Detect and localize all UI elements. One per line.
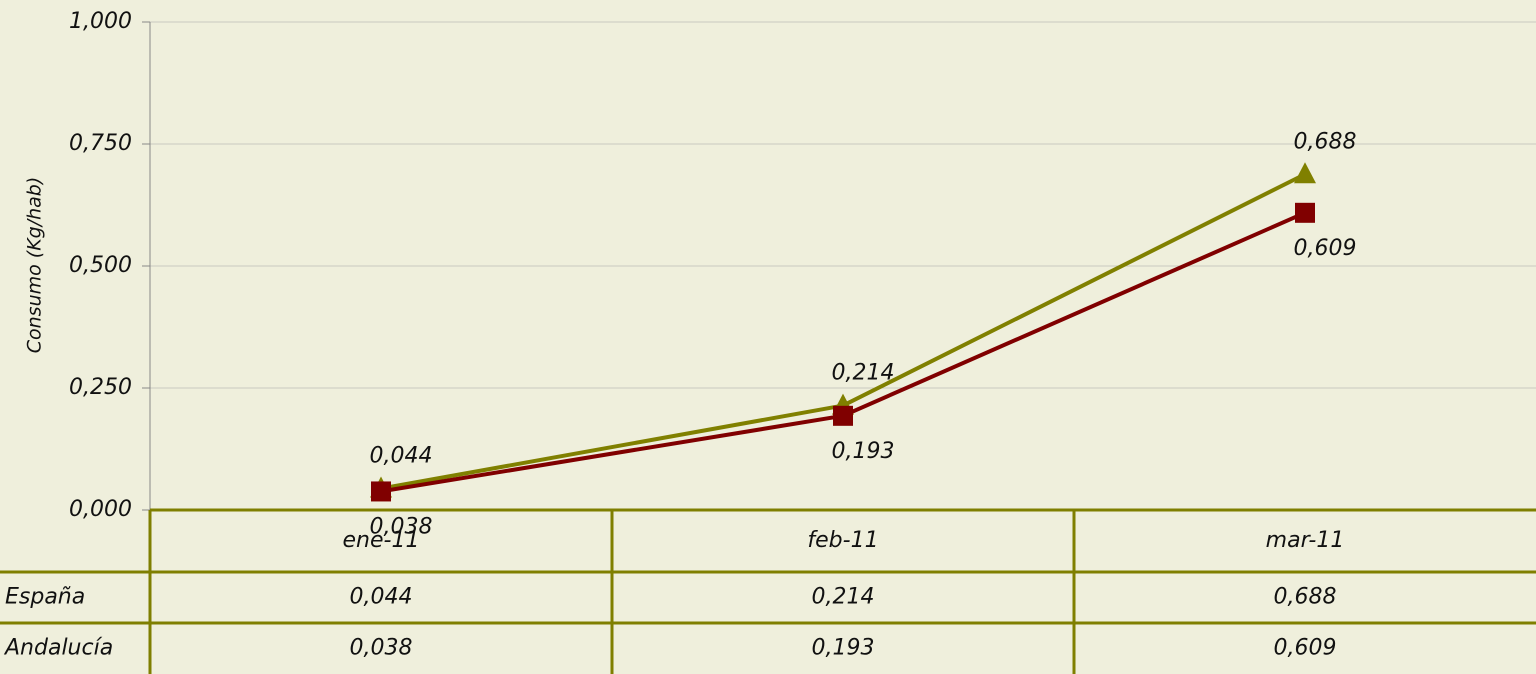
y-tick-label: 1,000 — [69, 9, 132, 34]
data-label: 0,688 — [1294, 129, 1357, 154]
table-cell: 0,609 — [1274, 636, 1337, 661]
table-cell: 0,193 — [812, 636, 875, 661]
y-axis-label: Consumo (Kg/hab) — [24, 177, 46, 354]
data-label: 0,044 — [370, 444, 433, 469]
marker — [833, 405, 853, 426]
marker — [1295, 202, 1315, 223]
y-tick-label: 0,000 — [69, 497, 132, 522]
marker — [1294, 162, 1316, 184]
marker — [371, 481, 391, 502]
table-header: ene-11 — [343, 528, 420, 553]
y-tick-label: 0,750 — [69, 131, 132, 156]
y-tick-label: 0,500 — [69, 253, 132, 278]
table-row-name: Andalucía — [3, 636, 113, 661]
y-tick-label: 0,250 — [69, 375, 132, 400]
table-cell: 0,044 — [350, 585, 413, 610]
data-label: 0,193 — [832, 439, 895, 464]
table-header: mar-11 — [1266, 528, 1345, 553]
data-label: 0,038 — [370, 514, 433, 539]
table-row-name: España — [5, 585, 85, 610]
table-header: feb-11 — [807, 528, 878, 553]
data-label: 0,214 — [832, 361, 895, 386]
table-cell: 0,038 — [350, 636, 413, 661]
table-cell: 0,688 — [1274, 585, 1337, 610]
table-cell: 0,214 — [812, 585, 875, 610]
data-label: 0,609 — [1294, 236, 1357, 261]
